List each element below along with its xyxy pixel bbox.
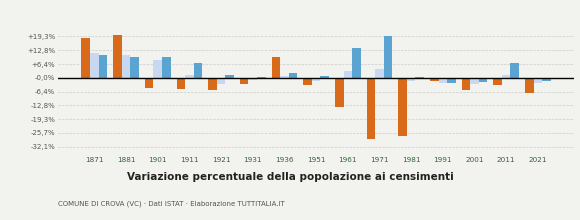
- Bar: [438, 78, 447, 83]
- Bar: [479, 78, 487, 82]
- Bar: [162, 57, 171, 78]
- Bar: [462, 78, 470, 90]
- Bar: [217, 78, 225, 84]
- Bar: [257, 77, 266, 78]
- Bar: [430, 78, 438, 81]
- Bar: [470, 78, 479, 84]
- Bar: [447, 78, 456, 83]
- Bar: [240, 78, 248, 84]
- Bar: [510, 63, 519, 78]
- Bar: [343, 72, 352, 78]
- Bar: [99, 55, 107, 78]
- Text: Variazione percentuale della popolazione ai censimenti: Variazione percentuale della popolazione…: [126, 172, 454, 181]
- Bar: [153, 60, 162, 78]
- Bar: [312, 78, 320, 81]
- Bar: [525, 78, 534, 93]
- Bar: [113, 35, 122, 78]
- Bar: [248, 78, 257, 80]
- Bar: [320, 76, 329, 78]
- Bar: [122, 55, 130, 78]
- Bar: [185, 75, 194, 78]
- Bar: [352, 48, 361, 78]
- Bar: [81, 38, 90, 78]
- Bar: [534, 78, 542, 83]
- Text: COMUNE DI CROVA (VC) · Dati ISTAT · Elaborazione TUTTITALIA.IT: COMUNE DI CROVA (VC) · Dati ISTAT · Elab…: [58, 200, 285, 207]
- Bar: [130, 57, 139, 78]
- Bar: [225, 75, 234, 78]
- Bar: [367, 78, 375, 139]
- Bar: [303, 78, 312, 85]
- Bar: [384, 36, 392, 78]
- Bar: [542, 78, 551, 81]
- Bar: [494, 78, 502, 85]
- Bar: [375, 69, 384, 78]
- Bar: [176, 78, 185, 89]
- Bar: [407, 78, 415, 81]
- Bar: [502, 75, 510, 78]
- Bar: [90, 53, 99, 78]
- Bar: [145, 78, 153, 88]
- Bar: [208, 78, 217, 90]
- Bar: [415, 77, 424, 78]
- Bar: [280, 76, 289, 78]
- Bar: [335, 78, 343, 107]
- Bar: [271, 57, 280, 78]
- Bar: [289, 73, 297, 78]
- Bar: [398, 78, 407, 136]
- Bar: [194, 63, 202, 78]
